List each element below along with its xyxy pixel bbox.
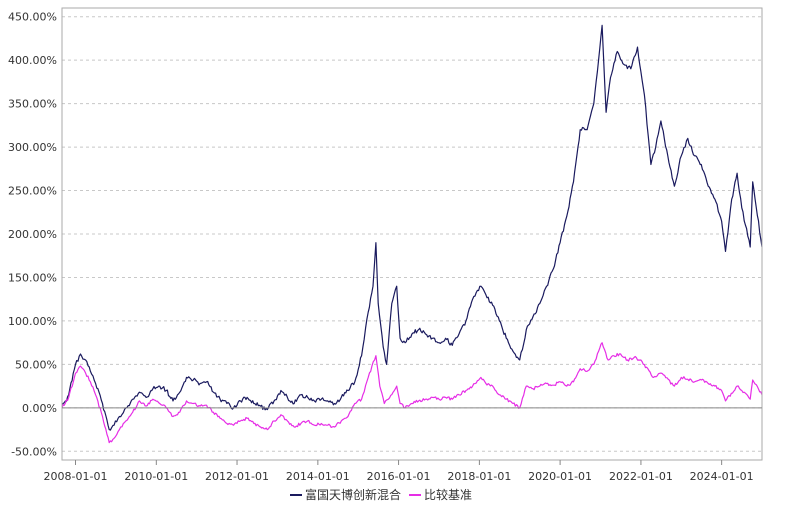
- x-tick-label: 2024-01-01: [690, 470, 754, 483]
- legend-label: 比较基准: [424, 487, 472, 502]
- x-tick-label: 2016-01-01: [367, 470, 431, 483]
- y-tick-label: 100.00%: [8, 315, 57, 328]
- y-tick-label: -50.00%: [11, 445, 57, 458]
- y-tick-label: 400.00%: [8, 54, 57, 67]
- y-tick-label: 350.00%: [8, 98, 57, 111]
- x-tick-label: 2018-01-01: [447, 470, 511, 483]
- series-line-1: [61, 24, 763, 431]
- x-tick-label: 2022-01-01: [609, 470, 673, 483]
- y-tick-label: 0.00%: [22, 402, 57, 415]
- x-tick-label: 2014-01-01: [286, 470, 350, 483]
- series-lines: [61, 24, 763, 444]
- x-tick-label: 2020-01-01: [528, 470, 592, 483]
- y-tick-label: 300.00%: [8, 141, 57, 154]
- y-tick-label: 250.00%: [8, 185, 57, 198]
- y-tick-label: 150.00%: [8, 271, 57, 284]
- x-tick-label: 2008-01-01: [44, 470, 108, 483]
- series-line-2: [61, 342, 763, 444]
- y-tick-label: 450.00%: [8, 11, 57, 24]
- x-tick-label: 2010-01-01: [124, 470, 188, 483]
- y-axis: -50.00% 0.00% 50.00% 100.00% 150.00% 200.00% 2…: [8, 11, 57, 459]
- x-tick-label: 2012-01-01: [205, 470, 269, 483]
- plot-border: [61, 7, 763, 461]
- x-axis: 2008-01-01 2010-01-01 2012-01-01 2014-01-01…: [44, 460, 754, 483]
- legend-label: 富国天博创新混合: [305, 487, 401, 502]
- y-tick-label: 50.00%: [15, 358, 57, 371]
- legend: 富国天博创新混合 比较基准: [290, 487, 472, 502]
- y-tick-label: 200.00%: [8, 228, 57, 241]
